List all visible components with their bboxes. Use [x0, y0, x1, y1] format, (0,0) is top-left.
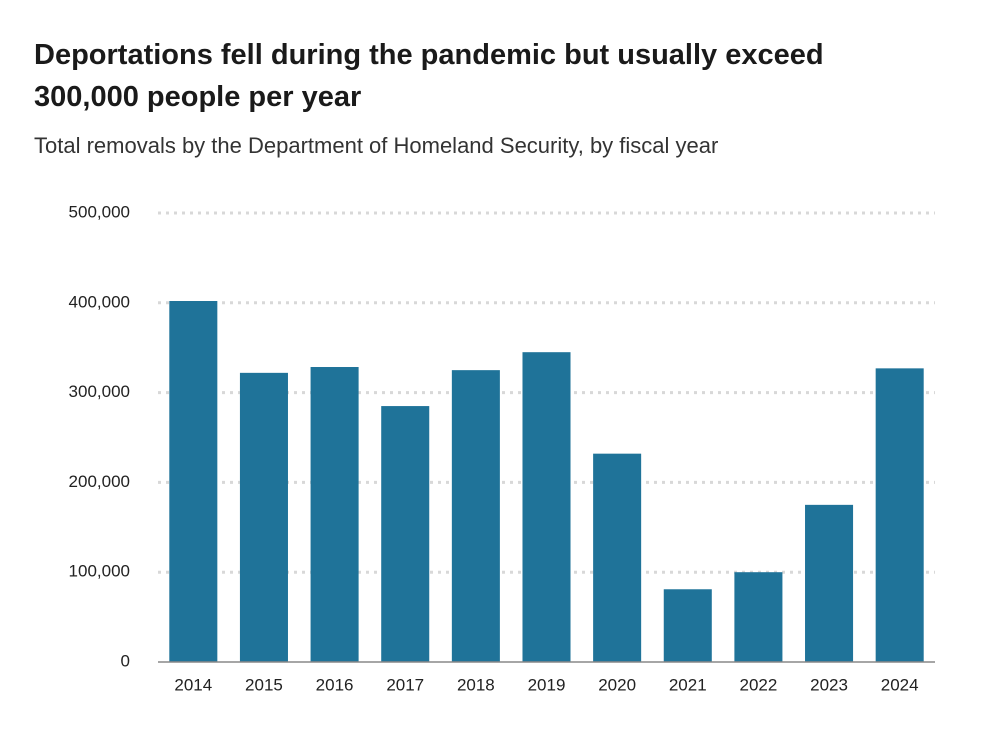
chart-subtitle: Total removals by the Department of Home… [34, 133, 719, 158]
bar [522, 352, 571, 662]
bar [875, 368, 924, 662]
bar [169, 301, 218, 662]
y-tick-label: 300,000 [69, 382, 130, 401]
x-tick-label: 2019 [528, 675, 566, 694]
bar [451, 370, 500, 662]
bar [734, 572, 783, 662]
x-tick-label: 2024 [881, 675, 919, 694]
y-tick-label: 400,000 [69, 292, 130, 311]
x-tick-label: 2023 [810, 675, 848, 694]
y-tick-label: 100,000 [69, 562, 130, 581]
bar [310, 367, 359, 662]
x-tick-label: 2018 [457, 675, 495, 694]
bar [381, 406, 430, 662]
x-tick-label: 2017 [386, 675, 424, 694]
bar [663, 589, 712, 662]
bar [805, 504, 854, 662]
x-tick-label: 2014 [174, 675, 212, 694]
y-tick-label: 200,000 [69, 472, 130, 491]
x-tick-label: 2022 [739, 675, 777, 694]
bar [593, 453, 642, 662]
bar [239, 372, 288, 662]
y-tick-label: 500,000 [69, 202, 130, 221]
chart-title: Deportations fell during the pandemic bu… [34, 39, 824, 113]
x-tick-label: 2016 [316, 675, 354, 694]
x-tick-label: 2015 [245, 675, 283, 694]
x-tick-label: 2021 [669, 675, 707, 694]
y-tick-label: 0 [121, 651, 130, 670]
x-tick-label: 2020 [598, 675, 636, 694]
